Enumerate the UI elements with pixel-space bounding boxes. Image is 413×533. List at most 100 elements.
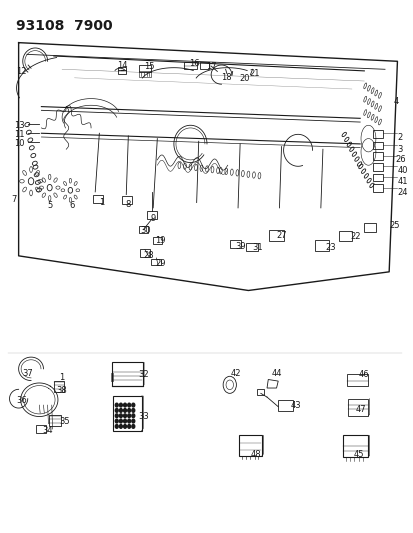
Text: 48: 48 <box>250 450 261 458</box>
Bar <box>346 374 367 386</box>
Text: 36: 36 <box>16 397 27 405</box>
Text: 93108  7900: 93108 7900 <box>16 19 112 33</box>
Bar <box>138 65 151 72</box>
Bar <box>112 362 142 386</box>
Text: 25: 25 <box>388 222 399 230</box>
Bar <box>372 184 382 192</box>
Text: 41: 41 <box>396 177 407 185</box>
Text: 24: 24 <box>396 189 407 197</box>
Bar <box>140 249 150 257</box>
Circle shape <box>131 408 135 413</box>
Bar <box>151 259 161 265</box>
Bar <box>122 196 132 204</box>
Text: 4: 4 <box>392 97 398 106</box>
Bar <box>199 62 208 69</box>
Circle shape <box>131 403 135 407</box>
Bar <box>147 211 157 219</box>
Bar <box>347 399 368 416</box>
Text: 14: 14 <box>116 61 127 69</box>
Bar <box>339 231 351 241</box>
Text: 7: 7 <box>12 196 17 204</box>
Circle shape <box>127 419 131 423</box>
Text: 8: 8 <box>126 200 131 208</box>
Bar <box>256 389 263 395</box>
Text: 30: 30 <box>140 227 151 235</box>
Text: 32: 32 <box>138 370 149 378</box>
Text: 11: 11 <box>14 130 25 139</box>
Circle shape <box>123 403 126 407</box>
Bar <box>112 396 141 431</box>
Circle shape <box>115 414 118 418</box>
Text: 21: 21 <box>249 69 259 77</box>
Text: 34: 34 <box>42 426 53 435</box>
Bar <box>268 230 283 241</box>
Text: 44: 44 <box>271 369 281 377</box>
Bar <box>93 195 103 203</box>
Bar <box>372 163 382 171</box>
Text: 27: 27 <box>275 231 286 240</box>
Text: 28: 28 <box>142 252 153 260</box>
Bar <box>36 425 45 433</box>
Circle shape <box>115 424 118 429</box>
Circle shape <box>131 424 135 429</box>
Bar <box>314 240 328 251</box>
Bar <box>229 240 241 248</box>
Bar <box>278 400 292 411</box>
Bar <box>118 67 126 74</box>
Text: 33: 33 <box>138 413 149 421</box>
Text: 22: 22 <box>350 232 361 241</box>
Bar <box>342 435 368 457</box>
Text: 45: 45 <box>353 450 364 458</box>
Text: 47: 47 <box>355 405 366 414</box>
Text: 10: 10 <box>14 139 25 148</box>
Text: 43: 43 <box>290 401 301 409</box>
Text: 13: 13 <box>14 121 25 130</box>
Circle shape <box>115 419 118 423</box>
Circle shape <box>123 408 126 413</box>
Bar <box>49 415 61 426</box>
Bar <box>184 62 196 69</box>
Text: 16: 16 <box>189 60 199 68</box>
Bar <box>138 71 151 77</box>
Circle shape <box>119 419 122 423</box>
Text: 18: 18 <box>221 73 232 82</box>
Bar <box>246 243 257 251</box>
Bar <box>372 152 382 160</box>
Bar <box>138 226 147 233</box>
Text: 35: 35 <box>59 417 69 425</box>
Bar <box>372 142 382 149</box>
Bar <box>363 223 375 232</box>
Text: 20: 20 <box>238 75 249 83</box>
Text: 39: 39 <box>234 242 245 251</box>
Text: 37: 37 <box>23 369 33 377</box>
Text: 23: 23 <box>325 244 336 252</box>
Text: 12: 12 <box>17 68 27 76</box>
Text: 5: 5 <box>47 201 52 210</box>
Circle shape <box>127 414 131 418</box>
Text: 17: 17 <box>205 62 216 70</box>
Text: 26: 26 <box>394 156 405 164</box>
Text: 38: 38 <box>56 386 66 394</box>
Text: 6: 6 <box>70 201 75 210</box>
Circle shape <box>119 408 122 413</box>
Text: 42: 42 <box>230 369 241 377</box>
Text: 40: 40 <box>396 166 407 175</box>
Circle shape <box>127 403 131 407</box>
Bar <box>372 174 382 181</box>
Circle shape <box>131 419 135 423</box>
Circle shape <box>119 424 122 429</box>
Circle shape <box>131 414 135 418</box>
Circle shape <box>123 414 126 418</box>
Bar <box>111 373 113 381</box>
Circle shape <box>123 424 126 429</box>
Bar <box>239 435 261 456</box>
Circle shape <box>115 403 118 407</box>
Text: 3: 3 <box>396 145 402 154</box>
Text: 2: 2 <box>396 133 402 142</box>
Circle shape <box>123 419 126 423</box>
Text: 31: 31 <box>252 244 262 252</box>
Text: 1: 1 <box>59 373 64 382</box>
Bar <box>54 381 64 392</box>
Text: 15: 15 <box>143 62 154 70</box>
Circle shape <box>127 408 131 413</box>
